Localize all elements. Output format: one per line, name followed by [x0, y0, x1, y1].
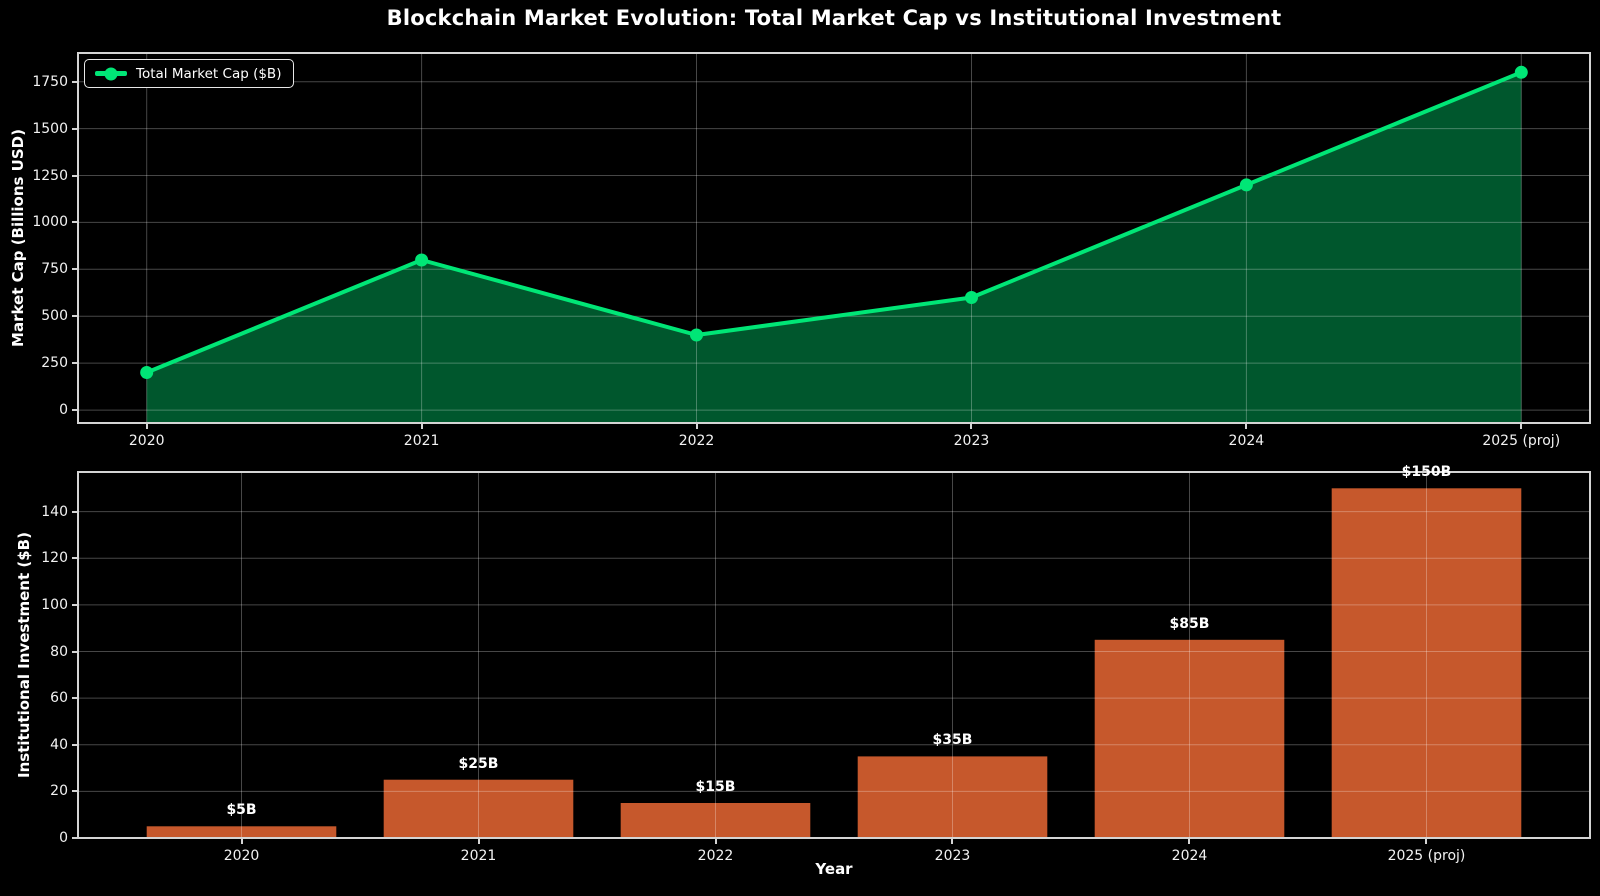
x-tick-mark — [1520, 423, 1523, 429]
x-tick-mark — [145, 423, 148, 429]
y-tick-mark — [72, 743, 78, 746]
y-tick-label: 500 — [41, 308, 68, 325]
y-tick-label: 250 — [41, 355, 68, 372]
investment-axes — [77, 471, 1591, 839]
y-tick-mark — [72, 837, 78, 839]
data-point-2025-proj — [1514, 65, 1528, 79]
x-tick-label-2022: 2022 — [697, 848, 734, 864]
market-cap-fill — [146, 72, 1522, 424]
x-tick-mark — [1188, 838, 1191, 844]
y-tick-label: 40 — [50, 736, 68, 753]
data-point-2022 — [690, 328, 703, 342]
legend-label: Total Market Cap ($B) — [136, 65, 282, 82]
data-point-2024 — [1239, 178, 1253, 192]
legend: Total Market Cap ($B) — [84, 59, 295, 88]
bar-value-label-2024: $85B — [1169, 615, 1210, 632]
y-tick-mark — [72, 80, 78, 83]
y-tick-label: 1750 — [32, 73, 68, 90]
x-tick-label-2024: 2024 — [1171, 848, 1208, 864]
x-tick-mark — [970, 423, 973, 429]
y-tick-label: 1500 — [32, 120, 68, 137]
y-tick-label: 750 — [41, 261, 68, 278]
x-tick-mark — [420, 423, 423, 429]
x-tick-label-2024: 2024 — [1228, 433, 1265, 449]
market-cap-axes: Total Market Cap ($B) — [77, 52, 1591, 424]
data-point-2023 — [965, 291, 978, 304]
y-tick-mark — [72, 221, 78, 224]
y-tick-label: 140 — [41, 503, 68, 520]
x-tick-mark — [1425, 838, 1428, 844]
y-tick-label: 120 — [41, 550, 68, 567]
bar-value-label-2020: $5B — [226, 802, 257, 819]
data-point-2020 — [140, 366, 154, 379]
bar-value-label-2022: $15B — [695, 779, 736, 796]
x-tick-label-2021: 2021 — [403, 433, 440, 449]
market-cap-line — [144, 70, 1524, 375]
bar-value-label-2023: $35B — [932, 732, 973, 749]
investment-bar-chart — [78, 472, 1590, 839]
x-tick-label-2023: 2023 — [953, 433, 990, 449]
bar-2022 — [620, 803, 811, 838]
x-tick-mark — [1245, 423, 1248, 429]
y-tick-mark — [72, 650, 78, 653]
x-tick-mark — [951, 838, 954, 844]
y-tick-mark — [72, 557, 78, 560]
y-tick-mark — [72, 315, 78, 318]
chart-title: Blockchain Market Evolution: Total Marke… — [386, 6, 1282, 30]
y-tick-mark — [72, 409, 78, 412]
y-tick-label: 1250 — [32, 167, 68, 184]
x-tick-mark — [695, 423, 698, 429]
x-tick-label-2025-proj: 2025 (proj) — [1387, 848, 1466, 864]
y-tick-label: 60 — [50, 690, 68, 707]
x-tick-label-2021: 2021 — [460, 848, 497, 864]
y-tick-mark — [72, 603, 78, 606]
x-tick-mark — [477, 838, 480, 844]
x-tick-label-2023: 2023 — [934, 848, 971, 864]
x-tick-label-2020: 2020 — [223, 848, 260, 864]
legend-line-sample — [95, 67, 127, 80]
bar-2020 — [146, 826, 337, 838]
market-cap-area-chart — [78, 53, 1590, 424]
y-tick-mark — [72, 174, 78, 177]
bar-2024 — [1094, 639, 1285, 838]
y-tick-label: 80 — [50, 643, 68, 660]
x-tick-label-2022: 2022 — [678, 433, 715, 449]
y-tick-label: 1000 — [32, 214, 68, 231]
bar-2021 — [383, 779, 574, 838]
y-tick-mark — [72, 697, 78, 700]
y-tick-mark — [72, 127, 78, 130]
y-tick-label: 100 — [41, 596, 68, 613]
y-tick-label: 0 — [59, 830, 68, 846]
x-tick-label-2020: 2020 — [128, 433, 165, 449]
data-point-2021 — [415, 253, 429, 267]
y-tick-label: 20 — [50, 783, 68, 800]
y-tick-mark — [72, 268, 78, 271]
bar-value-label-2025-proj: $150B — [1401, 464, 1452, 481]
bar-value-label-2021: $25B — [458, 755, 499, 772]
y-tick-mark — [72, 790, 78, 793]
x-axis-label-year: Year — [815, 860, 853, 878]
y-tick-mark — [72, 362, 78, 365]
x-tick-mark — [714, 838, 717, 844]
legend-marker-icon — [104, 67, 118, 80]
y-tick-mark — [72, 510, 78, 513]
x-tick-mark — [240, 838, 243, 844]
x-tick-label-2025-proj: 2025 (proj) — [1482, 433, 1561, 449]
bar-2023 — [857, 756, 1048, 838]
bar-2025-proj — [1331, 488, 1522, 838]
y-tick-label: 0 — [59, 402, 68, 419]
